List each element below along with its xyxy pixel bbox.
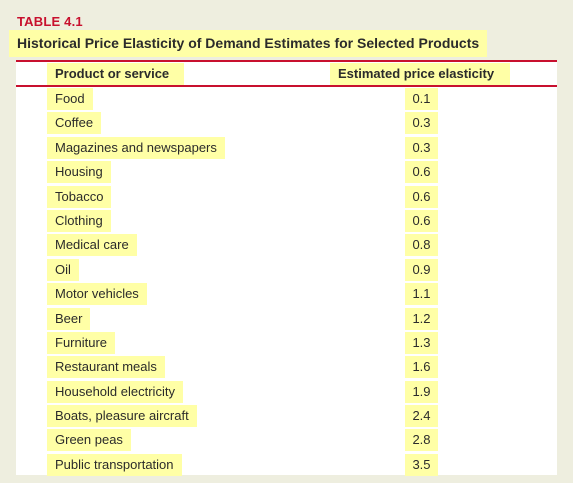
table-top-rule xyxy=(16,60,557,62)
table-panel: Product or service Estimated price elast… xyxy=(16,60,557,477)
table-row: Food 0.1 xyxy=(16,87,557,111)
product-name-cell: Food xyxy=(47,88,93,110)
product-name-cell: Motor vehicles xyxy=(47,283,147,306)
elasticity-value-cell: 1.1 xyxy=(405,283,438,306)
elasticity-value-cell: 0.3 xyxy=(405,112,438,135)
elasticity-value-cell: 0.9 xyxy=(405,258,438,281)
table-row: Furniture 1.3 xyxy=(16,331,557,355)
table-row: Oil 0.9 xyxy=(16,258,557,282)
product-name-cell: Green peas xyxy=(47,429,131,452)
column-header-product: Product or service xyxy=(47,63,184,85)
table-row: Housing 0.6 xyxy=(16,160,557,184)
product-name-cell: Oil xyxy=(47,258,79,281)
product-name-cell: Clothing xyxy=(47,209,111,232)
elasticity-value-cell: 0.6 xyxy=(405,209,438,232)
product-name-cell: Restaurant meals xyxy=(47,356,165,379)
table-row: Beer 1.2 xyxy=(16,307,557,331)
elasticity-value-cell: 0.1 xyxy=(405,88,438,110)
header-bottom-rule xyxy=(16,85,557,87)
table-row: Magazines and newspapers 0.3 xyxy=(16,136,557,160)
product-name-cell: Furniture xyxy=(47,331,116,354)
column-header-elasticity: Estimated price elasticity xyxy=(330,63,510,85)
elasticity-value-cell: 1.9 xyxy=(405,380,438,403)
table-row: Household electricity 1.9 xyxy=(16,380,557,404)
product-name-cell: Housing xyxy=(47,161,111,184)
table-row: Coffee 0.3 xyxy=(16,111,557,135)
product-name-cell: Medical care xyxy=(47,234,137,257)
product-name-cell: Household electricity xyxy=(47,380,183,403)
elasticity-value-cell: 0.8 xyxy=(405,234,438,257)
table-row: Green peas 2.8 xyxy=(16,428,557,452)
elasticity-value-cell: 1.3 xyxy=(405,331,438,354)
elasticity-value-cell: 1.2 xyxy=(405,307,438,330)
table-row: Boats, pleasure aircraft 2.4 xyxy=(16,404,557,428)
product-name-cell: Magazines and newspapers xyxy=(47,136,225,159)
table-row: Motor vehicles 1.1 xyxy=(16,282,557,306)
elasticity-value-cell: 1.6 xyxy=(405,356,438,379)
product-name-cell: Public transportation xyxy=(47,453,182,476)
table-row: Medical care 0.8 xyxy=(16,233,557,257)
elasticity-value-cell: 0.6 xyxy=(405,161,438,184)
elasticity-value-cell: 0.6 xyxy=(405,185,438,208)
elasticity-value-cell: 2.8 xyxy=(405,429,438,452)
table-number-label: TABLE 4.1 xyxy=(17,14,83,29)
elasticity-value-cell: 0.3 xyxy=(405,136,438,159)
product-name-cell: Beer xyxy=(47,307,91,330)
table-row: Public transportation 3.5 xyxy=(16,453,557,477)
table-body: Food 0.1 Coffee 0.3 Magazines and newspapers… xyxy=(16,87,557,477)
table-row: Tobacco 0.6 xyxy=(16,185,557,209)
product-name-cell: Tobacco xyxy=(47,185,112,208)
elasticity-value-cell: 2.4 xyxy=(405,405,438,428)
table-row: Restaurant meals 1.6 xyxy=(16,355,557,379)
table-title: Historical Price Elasticity of Demand Es… xyxy=(9,30,488,57)
elasticity-value-cell: 3.5 xyxy=(405,453,438,476)
product-name-cell: Coffee xyxy=(47,112,102,135)
product-name-cell: Boats, pleasure aircraft xyxy=(47,405,197,428)
table-row: Clothing 0.6 xyxy=(16,209,557,233)
